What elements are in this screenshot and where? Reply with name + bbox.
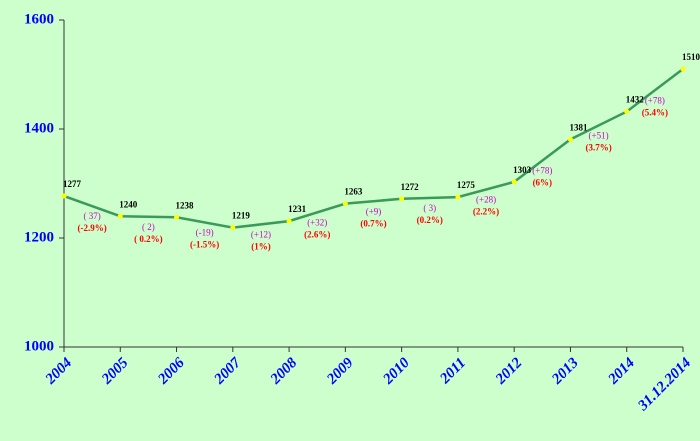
value-label: 1238: [176, 200, 195, 210]
value-label: 1219: [232, 211, 251, 221]
percent-label: (2.2%): [473, 207, 499, 217]
value-label: 1272: [401, 182, 420, 192]
x-tick-label: 2005: [98, 355, 132, 389]
percent-label: (3.7%): [585, 143, 611, 153]
change-label: (+9): [366, 206, 382, 216]
value-label: 1240: [119, 199, 138, 209]
x-tick-label: 31.12.2014: [635, 355, 695, 415]
x-tick-label: 2012: [492, 355, 526, 389]
change-label: ( 2): [142, 222, 155, 232]
x-tick-label: 2004: [42, 355, 76, 389]
value-label: 1381: [569, 122, 588, 132]
value-label: 1275: [457, 180, 476, 190]
percent-label: (-1.5%): [190, 240, 219, 250]
data-point: [399, 196, 405, 202]
change-label: (+78): [645, 95, 665, 105]
change-label: (+51): [589, 131, 609, 141]
data-point: [624, 109, 630, 115]
percent-label: (1%): [251, 241, 271, 251]
percent-label: (5.4%): [642, 107, 668, 117]
data-point: [174, 214, 180, 220]
data-point: [455, 194, 461, 200]
change-label: ( 3): [423, 203, 436, 213]
data-point: [61, 193, 67, 199]
change-label: (+32): [307, 217, 327, 227]
percent-label: (0.7%): [360, 218, 386, 228]
data-line: [63, 68, 684, 229]
percent-label: (0.2%): [417, 215, 443, 225]
x-tick-label: 2009: [323, 355, 357, 389]
value-label: 1303: [513, 165, 532, 175]
data-point: [230, 225, 236, 231]
change-label: (+28): [476, 195, 496, 205]
value-label: 1277: [63, 179, 82, 189]
x-tick-label: 2006: [155, 355, 189, 389]
value-label: 1263: [344, 187, 363, 197]
y-tick-label: 1000: [24, 338, 54, 354]
x-tick-label: 2007: [211, 355, 245, 389]
y-tick-label: 1600: [24, 11, 54, 27]
data-point: [342, 201, 348, 207]
data-point: [567, 136, 573, 142]
y-tick-label: 1400: [24, 120, 54, 136]
percent-label: (-2.9%): [78, 223, 107, 233]
data-point: [680, 66, 686, 72]
percent-label: (6%): [533, 178, 553, 188]
x-tick-label: 2010: [380, 355, 414, 389]
value-label: 1231: [288, 204, 307, 214]
data-point: [286, 218, 292, 224]
value-label: 1510: [682, 52, 700, 62]
data-point: [117, 213, 123, 219]
x-tick-label: 2013: [548, 355, 582, 389]
x-tick-label: 2011: [437, 355, 470, 388]
x-tick-label: 2014: [605, 355, 639, 389]
data-point: [511, 179, 517, 185]
y-tick-label: 1200: [24, 229, 54, 245]
change-label: ( 37): [84, 211, 101, 221]
change-label: (+12): [251, 229, 271, 239]
value-label: 1432: [626, 95, 645, 105]
percent-label: (2.6%): [304, 229, 330, 239]
change-label: (-19): [196, 228, 214, 238]
change-label: (+78): [532, 166, 552, 176]
percent-label: ( 0.2%): [134, 234, 163, 244]
x-tick-label: 2008: [267, 355, 301, 389]
